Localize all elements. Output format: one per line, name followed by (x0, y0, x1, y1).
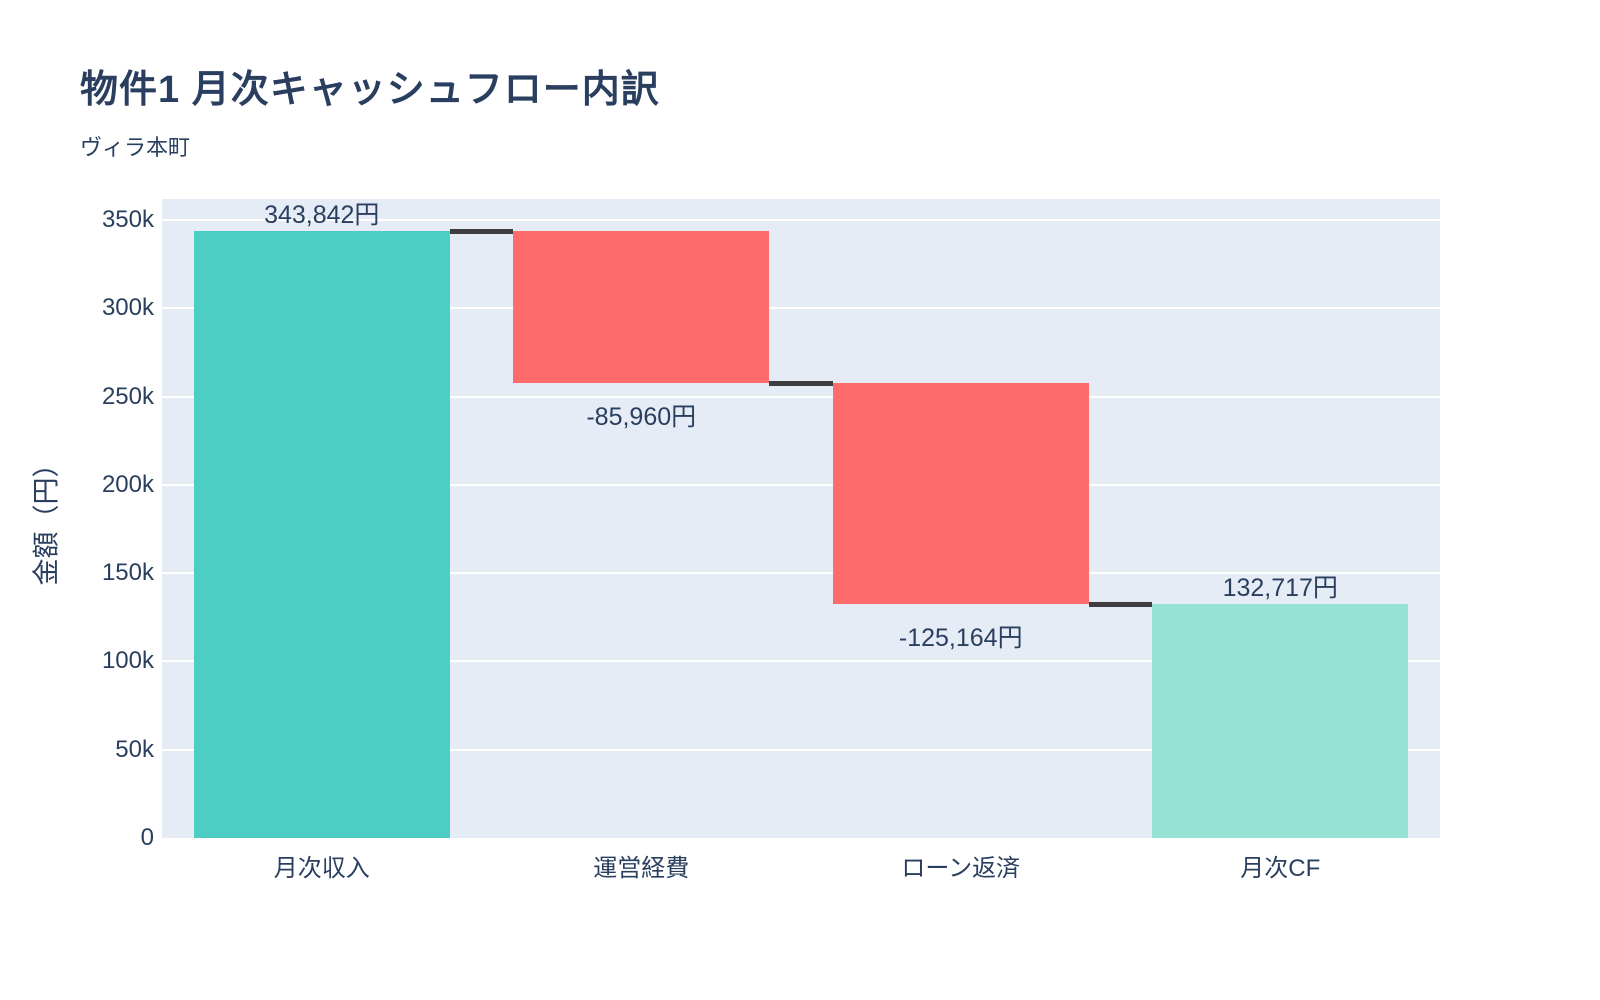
x-tick-label-ローン返済: ローン返済 (901, 855, 1021, 882)
waterfall-connector-2 (769, 380, 833, 386)
gridline-300k (162, 307, 1440, 310)
y-tick-label-150k: 150k (101, 559, 154, 587)
gridline-150k (162, 572, 1440, 575)
chart-title: 物件1 月次キャッシュフロー内訳 (80, 69, 660, 111)
gridline-50k (162, 748, 1440, 751)
waterfall-bar-運営経費[interactable] (513, 230, 770, 383)
gridline-350k (162, 219, 1440, 221)
x-tick-label-月次CF: 月次CF (1240, 855, 1321, 882)
gridline-200k (162, 483, 1440, 486)
bar-value-label-ローン返済: -125,164円 (898, 623, 1023, 652)
plot-area: 343,842円 -85,960円 -125,164円 132,717円 (162, 199, 1440, 838)
bar-value-label-月次収入: 343,842円 (264, 200, 380, 229)
x-tick-label-運営経費: 運営経費 (593, 855, 690, 882)
y-tick-label-350k: 350k (101, 206, 154, 233)
y-tick-label-200k: 200k (101, 470, 154, 498)
x-tick-label-月次収入: 月次収入 (273, 855, 370, 882)
gridline-250k (162, 395, 1440, 398)
y-tick-label-300k: 300k (101, 294, 154, 322)
y-tick-label-250k: 250k (101, 382, 154, 410)
waterfall-bar-ローン返済[interactable] (832, 382, 1089, 604)
y-tick-label-100k: 100k (101, 647, 154, 675)
gridline-100k (162, 660, 1440, 663)
waterfall-connector-3 (1088, 601, 1153, 607)
y-tick-label-0: 0 (140, 824, 154, 851)
waterfall-bar-月次CF[interactable] (1152, 603, 1409, 838)
bar-value-label-運営経費: -85,960円 (586, 402, 697, 431)
bar-value-label-月次CF: 132,717円 (1222, 573, 1338, 602)
waterfall-connector-1 (449, 228, 514, 234)
y-tick-label-50k: 50k (115, 735, 154, 763)
waterfall-bar-月次収入[interactable] (193, 230, 450, 838)
chart-subtitle: ヴィラ本町 (80, 135, 191, 160)
